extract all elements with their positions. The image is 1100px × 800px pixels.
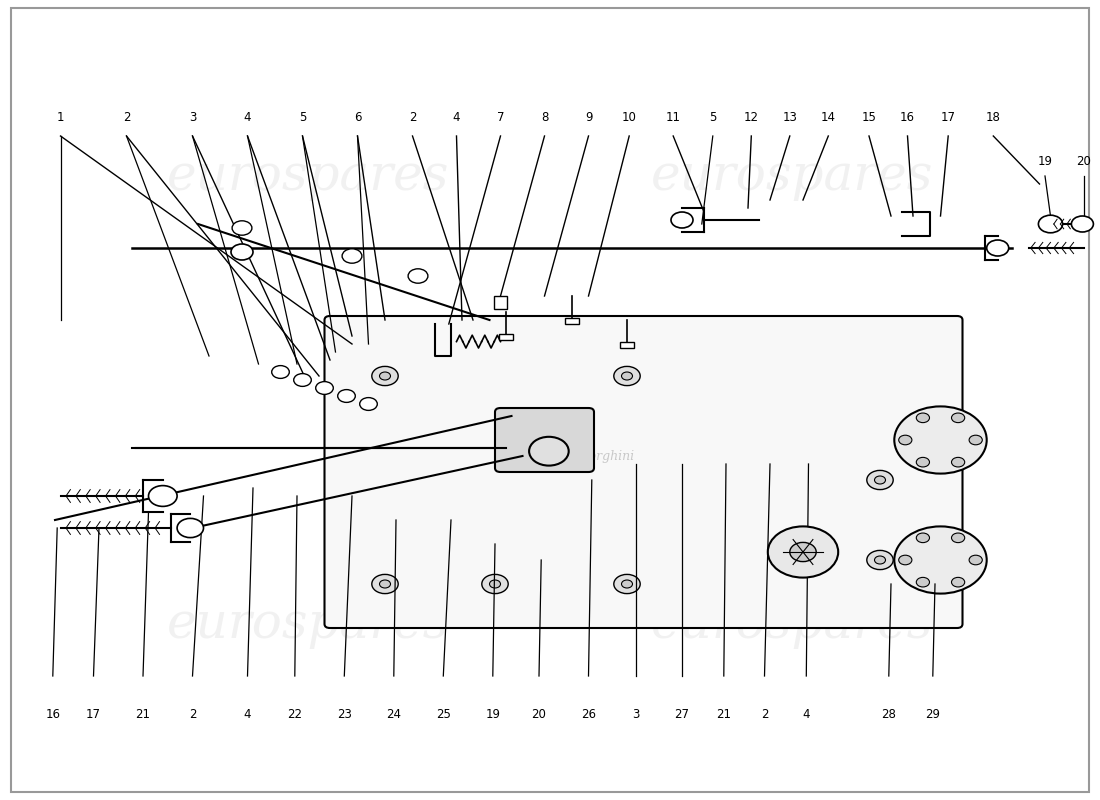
Text: 2: 2 [189,708,196,721]
Text: 28: 28 [881,708,896,721]
Text: 2: 2 [409,111,416,124]
Circle shape [894,406,987,474]
Circle shape [916,578,930,587]
Circle shape [671,212,693,228]
Text: 7: 7 [497,111,504,124]
Text: 29: 29 [925,708,940,721]
Circle shape [916,413,930,422]
Circle shape [916,458,930,467]
FancyBboxPatch shape [324,316,963,628]
Text: 4: 4 [244,708,251,721]
Text: 14: 14 [821,111,836,124]
Text: 22: 22 [287,708,303,721]
Text: 2: 2 [123,111,130,124]
Text: eurospares: eurospares [167,151,449,201]
Text: 5: 5 [710,111,716,124]
Text: 15: 15 [861,111,877,124]
Text: 24: 24 [386,708,402,721]
Text: Lamborghini: Lamborghini [553,450,634,463]
Text: 19: 19 [485,708,501,721]
Circle shape [614,366,640,386]
Text: 8: 8 [541,111,548,124]
Circle shape [338,390,355,402]
Text: 5: 5 [299,111,306,124]
Text: 17: 17 [86,708,101,721]
Circle shape [899,555,912,565]
Text: 21: 21 [716,708,732,721]
Circle shape [621,372,632,380]
Circle shape [969,555,982,565]
Circle shape [529,437,569,466]
Circle shape [1038,215,1063,233]
Circle shape [316,382,333,394]
Text: 6: 6 [354,111,361,124]
Circle shape [1071,216,1093,232]
Text: 26: 26 [581,708,596,721]
Circle shape [899,435,912,445]
Text: 4: 4 [453,111,460,124]
Circle shape [952,413,965,422]
Text: 23: 23 [337,708,352,721]
FancyBboxPatch shape [495,408,594,472]
Circle shape [621,580,632,588]
Circle shape [294,374,311,386]
Text: 3: 3 [189,111,196,124]
Circle shape [177,518,204,538]
Circle shape [768,526,838,578]
Circle shape [148,486,177,506]
Text: 17: 17 [940,111,956,124]
Text: 9: 9 [585,111,592,124]
Circle shape [231,244,253,260]
Circle shape [379,580,390,588]
Circle shape [952,533,965,542]
Circle shape [272,366,289,378]
Circle shape [987,240,1009,256]
Bar [620,342,634,348]
Text: 20: 20 [1076,155,1091,168]
Text: 20: 20 [531,708,547,721]
Circle shape [874,556,886,564]
Bar [499,334,513,340]
Bar [494,296,507,309]
Text: 10: 10 [621,111,637,124]
Text: 13: 13 [782,111,797,124]
Text: 27: 27 [674,708,690,721]
Circle shape [790,542,816,562]
Text: 2: 2 [761,708,768,721]
Text: eurospares: eurospares [651,151,933,201]
Circle shape [232,221,252,235]
Text: 16: 16 [900,111,915,124]
Circle shape [867,550,893,570]
Text: eurospares: eurospares [651,599,933,649]
Circle shape [952,578,965,587]
Circle shape [360,398,377,410]
Circle shape [969,435,982,445]
Circle shape [372,574,398,594]
Circle shape [867,470,893,490]
Circle shape [490,580,500,588]
Text: 12: 12 [744,111,759,124]
Circle shape [342,249,362,263]
Text: 4: 4 [244,111,251,124]
Text: 18: 18 [986,111,1001,124]
Text: 25: 25 [436,708,451,721]
Circle shape [379,372,390,380]
Circle shape [372,366,398,386]
Bar [565,318,579,324]
Circle shape [482,574,508,594]
Text: 4: 4 [803,708,810,721]
Circle shape [952,458,965,467]
Circle shape [916,533,930,542]
Text: 19: 19 [1037,155,1053,168]
Circle shape [408,269,428,283]
Text: 16: 16 [45,708,60,721]
Text: 21: 21 [135,708,151,721]
Text: 11: 11 [666,111,681,124]
Text: 3: 3 [632,708,639,721]
Circle shape [874,476,886,484]
Circle shape [614,574,640,594]
Text: 1: 1 [57,111,64,124]
Circle shape [894,526,987,594]
Text: eurospares: eurospares [167,599,449,649]
